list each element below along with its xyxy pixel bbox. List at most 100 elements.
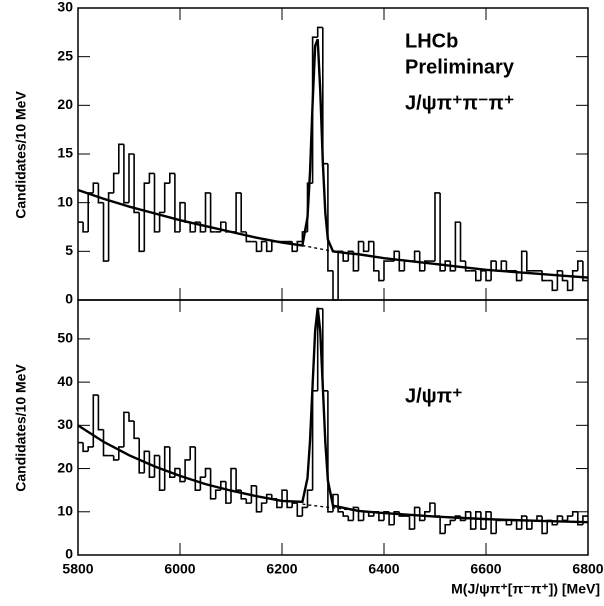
histogram-bin: [413, 506, 420, 530]
histogram-bin: [322, 27, 328, 165]
histogram-bin: [357, 240, 364, 271]
histogram-bin: [128, 412, 135, 422]
histogram-bin: [582, 261, 588, 282]
y-tick-label: 40: [57, 373, 73, 389]
histogram-bin: [87, 446, 94, 452]
histogram-bin: [475, 270, 481, 282]
histogram-bin: [449, 261, 456, 272]
fit-line: [77, 38, 589, 279]
histogram-bin: [352, 506, 359, 521]
histogram-bin: [306, 489, 313, 508]
histogram-bin: [439, 192, 446, 272]
histogram-bin: [337, 494, 344, 513]
histogram-bin: [327, 390, 333, 513]
histogram-bin: [179, 201, 186, 232]
histogram-bin: [118, 446, 124, 460]
fit-line: [302, 503, 359, 512]
histogram-bin: [209, 192, 216, 233]
histogram-bin: [582, 515, 588, 525]
y-tick-label: 50: [57, 330, 73, 346]
histogram-bin: [174, 173, 180, 233]
histogram-bin: [133, 421, 140, 440]
histogram-bin: [526, 251, 532, 272]
annotation: Preliminary: [405, 56, 515, 78]
histogram-bin: [342, 511, 349, 517]
histogram-bin: [204, 467, 211, 478]
y-tick-label: 0: [65, 546, 73, 562]
histogram-bin: [408, 516, 415, 530]
histogram-bin: [327, 163, 333, 272]
histogram-bin: [464, 261, 471, 272]
histogram-bin: [143, 182, 150, 252]
histogram-bin: [398, 251, 405, 272]
histogram-bin: [444, 260, 451, 271]
histogram-bin: [454, 221, 461, 271]
x-tick-label: 6000: [164, 561, 195, 577]
histogram-bin: [260, 240, 267, 252]
histogram-bin: [449, 519, 456, 525]
histogram-bin: [566, 515, 573, 521]
histogram-bin: [255, 485, 262, 513]
histogram-bin: [92, 182, 99, 193]
histogram-bin: [148, 172, 155, 184]
histogram-bin: [347, 516, 354, 522]
histogram-bin: [296, 240, 303, 252]
y-tick-label: 20: [57, 459, 73, 475]
histogram-bin: [184, 459, 191, 482]
histogram-bin: [515, 270, 522, 282]
histogram-bin: [342, 251, 349, 262]
histogram-bin: [296, 503, 303, 517]
histogram-bin: [373, 241, 379, 272]
histogram-bin: [316, 26, 323, 38]
y-tick-label: 15: [57, 145, 73, 161]
y-axis-label: Candidates/10 MeV: [13, 364, 29, 492]
histogram-bin: [383, 510, 390, 521]
histogram-bin: [189, 222, 196, 233]
fit-line: [302, 244, 349, 254]
histogram-bin: [424, 260, 430, 271]
histogram-bin: [179, 468, 186, 483]
y-tick-label: 20: [57, 96, 73, 112]
histogram-bin: [153, 173, 160, 233]
histogram-bin: [378, 511, 384, 522]
histogram-bin: [388, 511, 395, 526]
histogram-bin: [204, 192, 211, 232]
histogram-bin: [189, 446, 196, 460]
histogram-bin: [418, 507, 425, 522]
histogram-bin: [444, 523, 451, 534]
histogram-bin: [199, 476, 206, 491]
histogram-bin: [556, 270, 563, 291]
histogram-bin: [515, 520, 522, 530]
histogram-bin: [311, 389, 318, 491]
histogram-bin: [87, 192, 94, 232]
histogram-bin: [250, 485, 257, 504]
histogram-bin: [577, 260, 583, 271]
x-tick-label: 6600: [470, 561, 501, 577]
histogram-bin: [541, 270, 548, 282]
x-tick-label: 6200: [266, 561, 297, 577]
histogram-bin: [102, 429, 109, 457]
histogram-bin: [143, 450, 150, 473]
histogram-bin: [184, 202, 191, 223]
histogram-bin: [153, 454, 160, 478]
histogram-bin: [235, 192, 242, 232]
histogram-bin: [260, 502, 267, 512]
histogram-bin: [429, 502, 435, 512]
histogram-bin: [571, 510, 578, 517]
histogram-bin: [520, 515, 527, 530]
histogram-bin: [490, 260, 497, 281]
histogram-bin: [169, 446, 175, 479]
top-frame: [77, 7, 589, 301]
y-tick-label: 25: [57, 47, 73, 63]
histogram-bin: [505, 520, 512, 526]
histogram-bin: [418, 251, 425, 272]
fit-line: [77, 307, 589, 524]
histogram-bin: [424, 510, 430, 521]
y-tick-label: 5: [65, 242, 73, 258]
histogram-bin: [561, 270, 568, 282]
histogram-bin: [123, 411, 129, 447]
histogram-bin: [245, 498, 252, 504]
histogram-bin: [571, 270, 578, 291]
histogram-bin: [332, 270, 339, 301]
